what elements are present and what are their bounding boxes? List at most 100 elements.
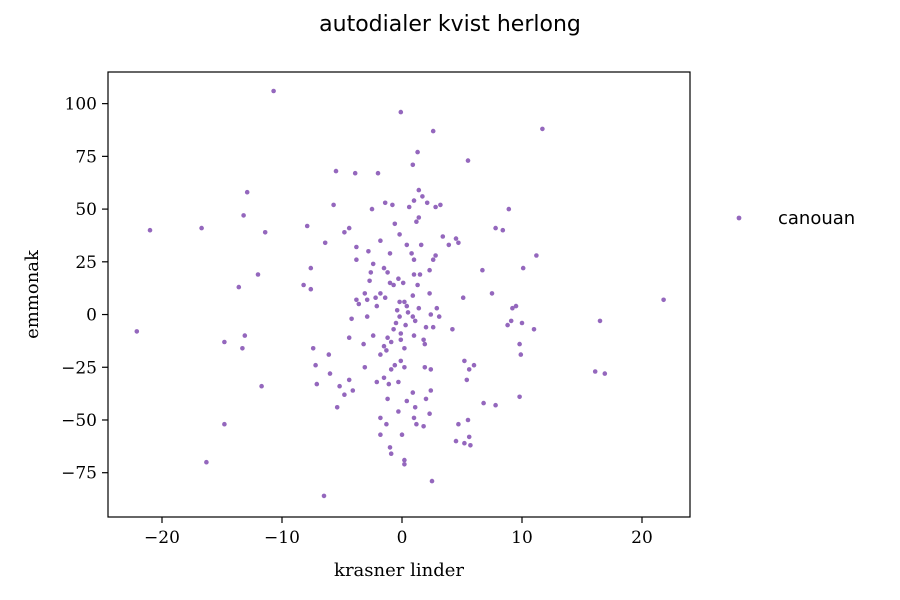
data-point bbox=[396, 276, 401, 282]
data-point bbox=[411, 198, 417, 203]
data-point bbox=[661, 297, 666, 303]
data-point bbox=[354, 244, 359, 250]
data-point bbox=[241, 213, 246, 218]
data-point bbox=[310, 346, 316, 351]
data-point bbox=[465, 417, 471, 423]
data-point bbox=[373, 295, 378, 301]
data-point bbox=[346, 225, 352, 231]
data-point bbox=[388, 339, 394, 345]
data-point bbox=[422, 365, 428, 370]
data-point bbox=[326, 352, 332, 357]
data-point bbox=[602, 371, 608, 376]
data-point bbox=[436, 314, 442, 319]
data-point bbox=[387, 280, 393, 286]
data-point bbox=[421, 424, 426, 429]
data-point bbox=[406, 204, 412, 210]
chart-title: autodialer kvist herlong bbox=[319, 12, 581, 37]
data-point bbox=[321, 493, 327, 499]
data-point bbox=[378, 291, 383, 296]
data-point bbox=[240, 346, 245, 351]
data-point bbox=[404, 242, 410, 248]
data-point bbox=[534, 253, 539, 258]
data-point bbox=[411, 415, 417, 421]
data-point bbox=[453, 236, 459, 241]
x-tick-label: 20 bbox=[631, 528, 653, 548]
data-point bbox=[204, 459, 209, 465]
data-point bbox=[386, 381, 392, 387]
data-point bbox=[397, 314, 402, 319]
data-point bbox=[147, 227, 153, 233]
data-point bbox=[468, 443, 473, 448]
data-point bbox=[382, 295, 388, 301]
data-point bbox=[422, 341, 428, 347]
data-point bbox=[597, 318, 603, 324]
data-point bbox=[346, 377, 352, 383]
data-point bbox=[337, 383, 342, 389]
data-point bbox=[391, 327, 396, 332]
data-point bbox=[456, 240, 461, 246]
data-point bbox=[471, 362, 477, 368]
data-point bbox=[396, 409, 401, 414]
data-point bbox=[493, 402, 498, 408]
data-point bbox=[370, 261, 376, 267]
x-axis-ticks: −20 −10 0 10 20 bbox=[144, 517, 653, 548]
data-point bbox=[424, 200, 430, 206]
data-point bbox=[433, 204, 438, 210]
data-point bbox=[400, 280, 406, 286]
data-point bbox=[517, 394, 522, 400]
data-point bbox=[222, 421, 227, 427]
data-point bbox=[394, 308, 400, 313]
data-point bbox=[450, 327, 455, 332]
data-point bbox=[465, 158, 471, 163]
data-point bbox=[402, 457, 407, 463]
data-point bbox=[381, 265, 387, 271]
data-point bbox=[199, 225, 204, 231]
data-point bbox=[236, 284, 242, 290]
data-point bbox=[352, 170, 358, 176]
data-point bbox=[466, 367, 472, 372]
data-point bbox=[374, 379, 380, 385]
data-point bbox=[462, 358, 467, 364]
data-point bbox=[366, 249, 371, 254]
data-point bbox=[592, 369, 598, 374]
data-point bbox=[405, 310, 411, 315]
data-point bbox=[242, 333, 248, 338]
data-point bbox=[361, 341, 366, 347]
data-point bbox=[412, 405, 418, 410]
data-point bbox=[397, 232, 402, 237]
points-layer bbox=[134, 88, 666, 499]
data-point bbox=[416, 187, 422, 193]
data-point bbox=[382, 200, 388, 206]
data-point bbox=[364, 297, 370, 303]
data-point bbox=[387, 445, 393, 450]
data-point bbox=[489, 291, 495, 296]
data-point bbox=[466, 434, 472, 440]
data-point bbox=[393, 320, 399, 326]
data-point bbox=[430, 324, 436, 330]
data-point bbox=[374, 303, 380, 309]
data-point bbox=[430, 257, 436, 263]
data-point bbox=[460, 295, 466, 301]
data-point bbox=[410, 293, 416, 298]
data-point bbox=[262, 230, 268, 235]
data-point bbox=[362, 365, 368, 370]
y-tick-label: 25 bbox=[75, 253, 97, 273]
data-point bbox=[313, 362, 318, 368]
data-point bbox=[331, 202, 336, 208]
data-point bbox=[134, 329, 140, 334]
y-tick-label: 0 bbox=[86, 306, 97, 326]
data-point bbox=[333, 168, 339, 174]
data-point bbox=[385, 396, 390, 402]
data-point bbox=[244, 189, 250, 195]
data-point bbox=[403, 322, 408, 328]
plot-area-frame bbox=[107, 71, 691, 518]
data-point bbox=[418, 242, 424, 248]
y-tick-label: −50 bbox=[61, 411, 97, 431]
data-point bbox=[428, 388, 434, 393]
data-point bbox=[364, 314, 370, 319]
data-point bbox=[356, 301, 362, 307]
data-point bbox=[314, 381, 320, 387]
data-point bbox=[414, 421, 419, 427]
data-point bbox=[417, 272, 423, 277]
